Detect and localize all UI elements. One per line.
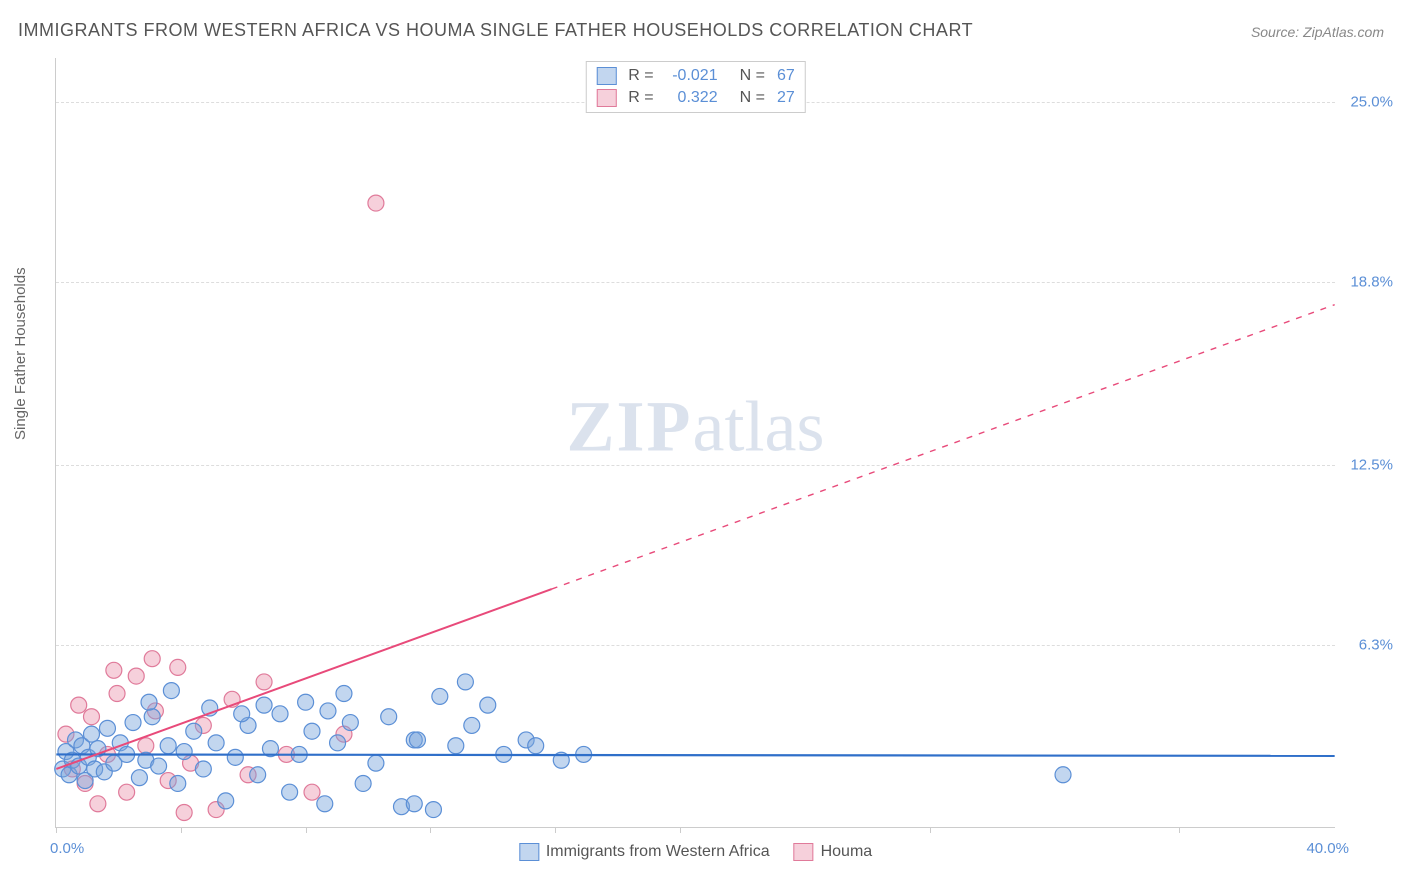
data-point (163, 683, 179, 699)
data-point (83, 726, 99, 742)
data-point (355, 775, 371, 791)
data-point (304, 723, 320, 739)
data-point (425, 802, 441, 818)
legend-swatch-pink (794, 843, 814, 861)
data-point (125, 715, 141, 731)
data-point (170, 775, 186, 791)
x-tick (1179, 827, 1180, 833)
data-point (208, 735, 224, 751)
data-point (381, 709, 397, 725)
data-point (195, 761, 211, 777)
data-point (298, 694, 314, 710)
x-axis-max-label: 40.0% (1306, 840, 1349, 857)
x-tick (56, 827, 57, 833)
y-axis-label: Single Father Households (12, 267, 29, 440)
data-point (330, 735, 346, 751)
x-tick (306, 827, 307, 833)
data-point (119, 784, 135, 800)
data-point (256, 697, 272, 713)
correlation-legend: R = -0.021 N = 67 R = 0.322 N = 27 (585, 61, 805, 113)
data-point (141, 694, 157, 710)
data-point (1055, 767, 1071, 783)
y-tick-label: 6.3% (1359, 636, 1393, 653)
data-point (250, 767, 266, 783)
x-tick (555, 827, 556, 833)
source-attribution: Source: ZipAtlas.com (1251, 24, 1384, 40)
data-point (138, 738, 154, 754)
n-label: N = (740, 89, 765, 107)
data-point (109, 686, 125, 702)
data-point (528, 738, 544, 754)
data-point (480, 697, 496, 713)
data-point (176, 805, 192, 821)
legend-label-blue: Immigrants from Western Africa (546, 843, 770, 861)
x-axis-min-label: 0.0% (50, 840, 84, 857)
legend-label-pink: Houma (821, 843, 873, 861)
r-label: R = (628, 89, 653, 107)
legend-row-pink: R = 0.322 N = 27 (596, 87, 794, 109)
trend-line-solid (56, 754, 1334, 755)
data-point (99, 720, 115, 736)
data-point (409, 732, 425, 748)
y-tick-label: 18.8% (1350, 273, 1393, 290)
data-point (227, 749, 243, 765)
data-point (342, 715, 358, 731)
x-tick (930, 827, 931, 833)
data-point (151, 758, 167, 774)
data-point (406, 796, 422, 812)
data-point (131, 770, 147, 786)
data-point (90, 796, 106, 812)
data-point (128, 668, 144, 684)
data-point (317, 796, 333, 812)
legend-row-blue: R = -0.021 N = 67 (596, 65, 794, 87)
data-point (464, 717, 480, 733)
data-point (457, 674, 473, 690)
data-point (448, 738, 464, 754)
data-point (186, 723, 202, 739)
trend-line-dashed (552, 305, 1335, 589)
n-value-pink: 27 (777, 89, 795, 107)
data-point (106, 662, 122, 678)
r-value-pink: 0.322 (662, 89, 718, 107)
data-point (256, 674, 272, 690)
chart-container: IMMIGRANTS FROM WESTERN AFRICA VS HOUMA … (0, 0, 1406, 892)
data-point (368, 195, 384, 211)
x-tick (181, 827, 182, 833)
r-value-blue: -0.021 (662, 67, 718, 85)
data-point (368, 755, 384, 771)
data-point (234, 706, 250, 722)
data-point (304, 784, 320, 800)
n-label: N = (740, 67, 765, 85)
series-legend: Immigrants from Western Africa Houma (519, 843, 872, 861)
data-point (320, 703, 336, 719)
legend-swatch-blue (596, 67, 616, 85)
y-tick-label: 25.0% (1350, 93, 1393, 110)
legend-swatch-pink (596, 89, 616, 107)
y-tick-label: 12.5% (1350, 456, 1393, 473)
data-point (282, 784, 298, 800)
data-point (144, 651, 160, 667)
legend-item-pink: Houma (794, 843, 873, 861)
x-tick (680, 827, 681, 833)
data-point (218, 793, 234, 809)
data-point (176, 744, 192, 760)
scatter-plot-svg (56, 58, 1335, 827)
data-point (432, 688, 448, 704)
data-point (336, 686, 352, 702)
r-label: R = (628, 67, 653, 85)
data-point (272, 706, 288, 722)
data-point (170, 659, 186, 675)
n-value-blue: 67 (777, 67, 795, 85)
data-point (144, 709, 160, 725)
data-point (83, 709, 99, 725)
chart-title: IMMIGRANTS FROM WESTERN AFRICA VS HOUMA … (18, 20, 973, 41)
data-point (71, 697, 87, 713)
legend-item-blue: Immigrants from Western Africa (519, 843, 770, 861)
data-point (160, 738, 176, 754)
legend-swatch-blue (519, 843, 539, 861)
x-tick (430, 827, 431, 833)
plot-area: ZIPatlas 6.3%12.5%18.8%25.0% 0.0% 40.0% … (55, 58, 1335, 828)
